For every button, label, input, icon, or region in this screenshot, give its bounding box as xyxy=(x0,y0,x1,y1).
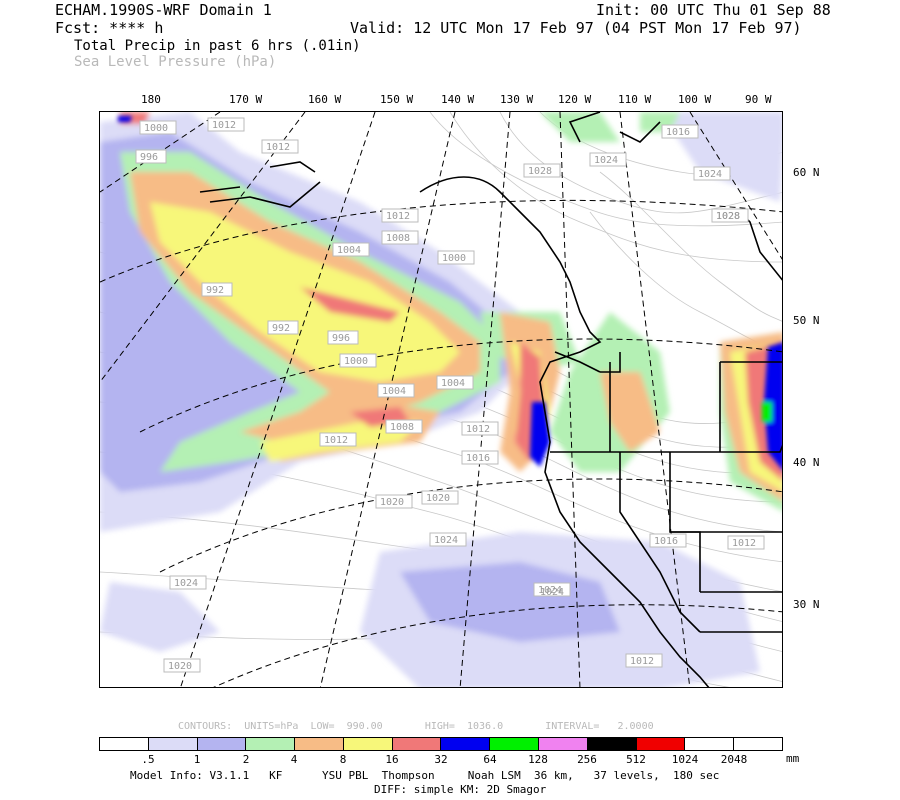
isobar-label: 1004 xyxy=(337,245,361,256)
isobar-label: 1024 xyxy=(434,535,458,546)
isobar-label: 1020 xyxy=(168,661,192,672)
isobar-label: 1024 xyxy=(540,587,564,598)
colorbar-tick: .5 xyxy=(141,753,155,766)
isobar-labels: 1000 1012 1012 996 1012 1008 1004 1000 9… xyxy=(135,117,765,673)
isobar-label: 1028 xyxy=(716,211,740,222)
colorbar-tick: 2 xyxy=(242,753,250,766)
field-title-slp: Sea Level Pressure (hPa) xyxy=(74,54,277,70)
lat-label-30n: 30 N xyxy=(793,598,820,611)
isobar-label: 1008 xyxy=(386,233,410,244)
coastlines xyxy=(199,112,782,687)
colorbar-tick: 512 xyxy=(626,753,646,766)
isobar-label: 1024 xyxy=(698,169,722,180)
colorbar-tick: 32 xyxy=(434,753,448,766)
lat-label-60n: 60 N xyxy=(793,166,820,179)
isobar-label: 1016 xyxy=(666,127,690,138)
isobar-label: 1000 xyxy=(144,123,168,134)
isobar-label: 1016 xyxy=(654,536,678,547)
isobar-label: 1000 xyxy=(442,253,466,264)
isobar-label: 1012 xyxy=(630,656,654,667)
colorbar-swatch xyxy=(539,738,588,750)
isobar-label: 1012 xyxy=(212,120,236,131)
lat-label-50n: 50 N xyxy=(793,314,820,327)
colorbar-tick: 2048 xyxy=(720,753,748,766)
colorbar-tick: 1 xyxy=(193,753,201,766)
isobar-label: 1000 xyxy=(344,356,368,367)
lon-label-130w: 130 W xyxy=(500,93,534,106)
isobar-label: 1012 xyxy=(732,538,756,549)
isobar-label: 1020 xyxy=(380,497,404,508)
precip-map: 1000 1012 1012 996 1012 1008 1004 1000 9… xyxy=(99,111,783,688)
init-time: Init: 00 UTC Thu 01 Sep 88 xyxy=(596,1,831,19)
lon-label-90w: 90 W xyxy=(745,93,772,106)
map-canvas: 1000 1012 1012 996 1012 1008 1004 1000 9… xyxy=(100,112,782,687)
isobar-label: 1020 xyxy=(426,493,450,504)
isobar-label: 992 xyxy=(206,285,224,296)
colorbar-swatch xyxy=(636,738,686,750)
lon-label-100w: 100 W xyxy=(678,93,712,106)
colorbar-tick: 4 xyxy=(290,753,298,766)
colorbar-swatch xyxy=(734,738,782,750)
colorbar-swatch xyxy=(490,738,540,750)
colorbar-swatch xyxy=(148,738,198,750)
colorbar-tick: 16 xyxy=(385,753,399,766)
colorbar-units: mm xyxy=(786,752,800,765)
valid-time: Valid: 12 UTC Mon 17 Feb 97 (04 PST Mon … xyxy=(350,19,802,37)
isobar-label: 1008 xyxy=(390,422,414,433)
colorbar-tick: 1024 xyxy=(671,753,699,766)
isobar-label: 1012 xyxy=(266,142,290,153)
colorbar-swatch xyxy=(685,738,735,750)
lon-label-160w: 160 W xyxy=(308,93,342,106)
colorbar-tick: 8 xyxy=(339,753,347,766)
lon-label-140w: 140 W xyxy=(441,93,475,106)
isobar-label: 1012 xyxy=(466,424,490,435)
forecast-hour: Fcst: **** h xyxy=(55,19,164,37)
colorbar-swatch xyxy=(197,738,247,750)
colorbar-tick: 64 xyxy=(483,753,497,766)
isobar-label: 1004 xyxy=(382,386,406,397)
lon-label-110w: 110 W xyxy=(618,93,652,106)
isobar-label: 1028 xyxy=(528,166,552,177)
field-title-precip: Total Precip in past 6 hrs (.01in) xyxy=(74,38,361,54)
colorbar-swatch xyxy=(246,738,296,750)
lon-label-120w: 120 W xyxy=(558,93,592,106)
isobar-label: 1024 xyxy=(538,585,562,596)
colorbar-swatch xyxy=(343,738,393,750)
isobar-label: 996 xyxy=(332,333,350,344)
isobar-label: 1024 xyxy=(594,155,618,166)
isobar-label: 1004 xyxy=(441,378,465,389)
contours-info: CONTOURS: UNITS=hPa LOW= 990.00 HIGH= 10… xyxy=(178,721,654,732)
colorbar-swatch xyxy=(441,738,491,750)
lon-label-170w: 170 W xyxy=(229,93,263,106)
model-title: ECHAM.1990S-WRF Domain 1 xyxy=(55,1,272,19)
precip-shading xyxy=(100,112,782,687)
precip-colorbar xyxy=(99,737,783,751)
isobar-label: 1012 xyxy=(386,211,410,222)
colorbar-swatch xyxy=(295,738,344,750)
lon-label-150w: 150 W xyxy=(380,93,414,106)
colorbar-swatch xyxy=(392,738,442,750)
colorbar-swatch xyxy=(100,738,149,750)
colorbar-swatch xyxy=(587,738,637,750)
isobar-label: 1024 xyxy=(174,578,198,589)
diff-info: DIFF: simple KM: 2D Smagor xyxy=(374,783,547,796)
isobar-label: 1012 xyxy=(324,435,348,446)
lat-label-40n: 40 N xyxy=(793,456,820,469)
isobar-label: 996 xyxy=(140,152,158,163)
lon-label-180: 180 xyxy=(141,93,161,106)
precip-heavy xyxy=(118,116,782,470)
colorbar-tick: 256 xyxy=(577,753,597,766)
isobar-label: 1028 xyxy=(716,211,740,222)
isobar-label: 992 xyxy=(272,323,290,334)
model-info: Model Info: V3.1.1 KF YSU PBL Thompson N… xyxy=(130,769,720,782)
isobar-label: 1016 xyxy=(466,453,490,464)
colorbar-tick: 128 xyxy=(528,753,548,766)
